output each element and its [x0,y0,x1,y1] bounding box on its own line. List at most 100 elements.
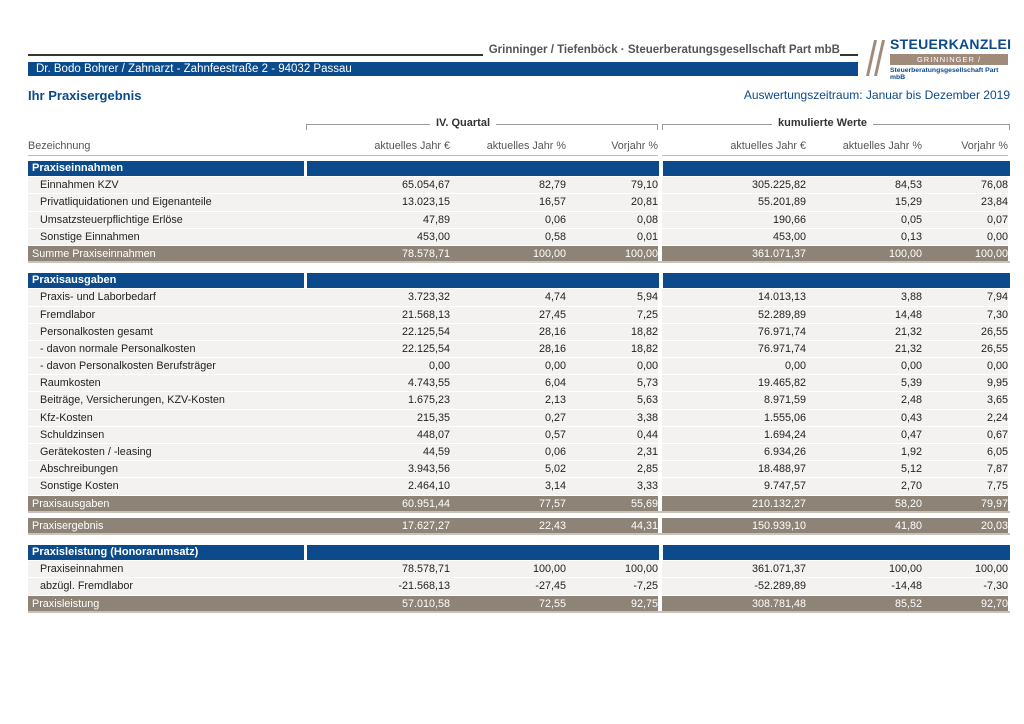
row-value: 1,92 [806,444,922,461]
row-value: 100,00 [450,245,566,262]
row-value: 13.023,15 [306,194,450,211]
row-value: -21.568,13 [306,578,450,595]
row-value: 22.125,54 [306,323,450,340]
row-value: 21,32 [806,340,922,358]
row-value: 4,74 [450,289,566,306]
sum-row: Summe Praxiseinnahmen 78.578,71 100,00 100,… [28,245,1010,264]
row-value: 1.555,06 [662,409,806,426]
row-value: 5,12 [806,461,922,478]
row-value: 22,43 [450,517,566,533]
row-value: 58,20 [806,495,922,511]
row-value: 0,06 [450,444,566,461]
row-value: 19.465,82 [662,375,806,392]
row-value: 55.201,89 [662,194,806,211]
logo-title: STEUERKANZLEI [890,36,1012,52]
row-value: 3.723,32 [306,289,450,306]
row-value: 2,24 [922,409,1008,426]
row-value: 52.289,89 [662,306,806,323]
column-header-row: Bezeichnung aktuelles Jahr € aktuelles J… [28,137,1010,156]
row-value: 0,27 [450,409,566,426]
row-value: 6,05 [922,444,1008,461]
row-value: 82,79 [450,177,566,194]
row-value: 28,16 [450,323,566,340]
row-value: 1.675,23 [306,392,450,409]
row-value: 150.939,10 [662,517,806,533]
row-value: 453,00 [306,228,450,245]
row-value: 5,63 [566,392,658,409]
row-value: 14,48 [806,306,922,323]
row-value: 190,66 [662,211,806,228]
row-value: 16,57 [450,194,566,211]
section-header: Praxisleistung (Honorarumsatz) [28,544,1010,561]
row-value: 17.627,27 [306,517,450,533]
row-value: 26,55 [922,323,1008,340]
row-value: 15,29 [806,194,922,211]
row-value: 55,69 [566,495,658,511]
table-row: Schuldzinsen 448,07 0,57 0,44 1.694,24 0,47 0,… [28,426,1010,444]
row-value: 100,00 [922,561,1008,578]
row-value: 0,00 [450,358,566,375]
row-label: Praxisleistung [28,595,306,611]
table-row: Raumkosten 4.743,55 6,04 5,73 19.465,82 5,39 9… [28,375,1010,393]
row-label: - davon normale Personalkosten [28,340,306,358]
row-value: 85,52 [806,595,922,611]
row-value: 2.464,10 [306,478,450,495]
row-value: 5,94 [566,289,658,306]
row-value: 0,06 [450,211,566,228]
row-value: 47,89 [306,211,450,228]
logo-slash-icon [866,40,885,76]
row-value: 0,00 [566,358,658,375]
row-value: 0,00 [806,358,922,375]
row-label: Gerätekosten / -leasing [28,444,306,461]
row-value: 3.943,56 [306,461,450,478]
row-value: 215,35 [306,409,450,426]
results-table: Bezeichnung aktuelles Jahr € aktuelles J… [28,137,1010,613]
row-value: 79,97 [922,495,1008,511]
row-value: 78.578,71 [306,245,450,262]
logo-subtitle: Steuerberatungsgesellschaft Part mbB [890,67,999,81]
result-row: Praxisergebnis 17.627,27 22,43 44,31 150.939… [28,517,1010,535]
row-value: -14,48 [806,578,922,595]
row-label: Summe Praxiseinnahmen [28,245,306,262]
table-row: Privatliquidationen und Eigenanteile 13.0… [28,194,1010,212]
row-value: 0,47 [806,426,922,443]
row-value: 92,70 [922,595,1008,611]
row-value: 65.054,67 [306,177,450,194]
section-title: Praxiseinnahmen [32,162,124,174]
row-label: Privatliquidationen und Eigenanteile [28,194,306,211]
row-value: 3,33 [566,478,658,495]
row-value: 20,81 [566,194,658,211]
row-value: 0,00 [306,358,450,375]
group-header-cumulative: kumulierte Werte [662,117,1010,131]
row-label: Raumkosten [28,375,306,392]
evaluation-period: Auswertungszeitraum: Januar bis Dezember… [743,88,1010,102]
row-value: 7,75 [922,478,1008,495]
row-value: 9,95 [922,375,1008,392]
row-value: 210.132,27 [662,495,806,511]
table-row: - davon normale Personalkosten 22.125,54 2… [28,340,1010,359]
firm-name: Grinninger / Tiefenböck · Steuerberatung… [28,44,840,56]
row-value: 23,84 [922,194,1008,211]
row-value: 308.781,48 [662,595,806,611]
section-title: Praxisausgaben [32,274,117,287]
row-value: 361.071,37 [662,561,806,578]
row-value: 3,38 [566,409,658,426]
row-value: 57.010,58 [306,595,450,611]
sum-row: Praxisausgaben 60.951,44 77,57 55,69 210.132… [28,495,1010,513]
row-value: 0,44 [566,426,658,443]
table-row: Sonstige Einnahmen 453,00 0,58 0,01 453,00 0,… [28,228,1010,246]
row-value: 448,07 [306,426,450,443]
row-value: 7,30 [922,306,1008,323]
row-value: 18,82 [566,340,658,358]
row-value: 27,45 [450,306,566,323]
row-label: Praxis- und Laborbedarf [28,289,306,306]
table-row: Fremdlabor 21.568,13 27,45 7,25 52.289,89 14,… [28,306,1010,324]
sum-row: Praxisleistung 57.010,58 72,55 92,75 308.781… [28,595,1010,613]
row-value: 100,00 [450,561,566,578]
row-label: - davon Personalkosten Berufsträger [28,358,306,375]
row-label: Praxisergebnis [28,517,306,533]
row-value: 44,59 [306,444,450,461]
row-value: 21.568,13 [306,306,450,323]
row-label: Personalkosten gesamt [28,323,306,340]
firm-name-text: Grinninger / Tiefenböck · Steuerberatung… [482,44,840,56]
